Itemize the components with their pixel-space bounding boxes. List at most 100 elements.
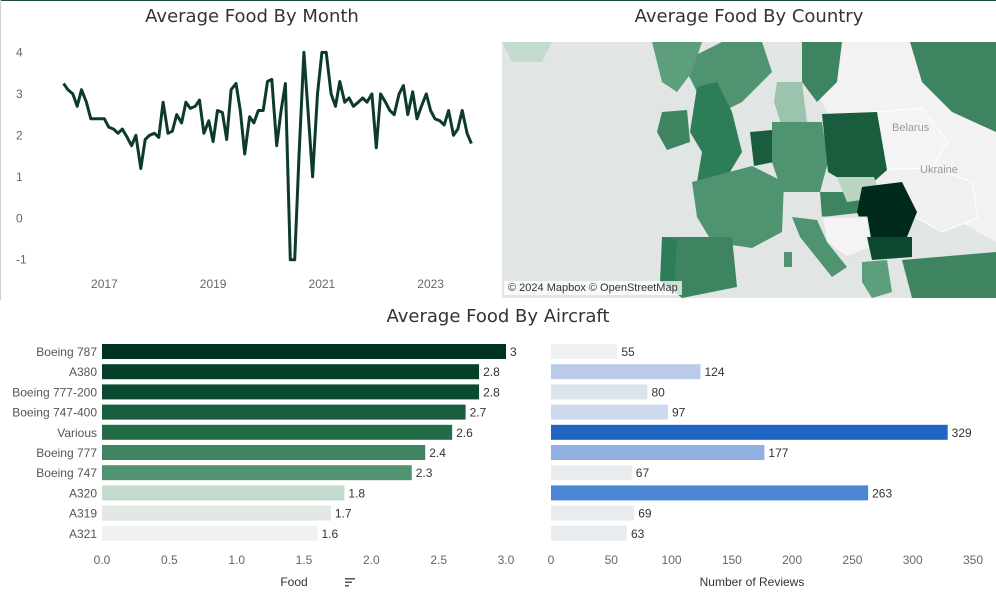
bar-value-label: 97	[672, 406, 686, 420]
bar-value-label: 177	[768, 446, 788, 460]
bar	[551, 364, 701, 380]
bar	[102, 465, 412, 481]
map-region-italy	[792, 217, 847, 277]
map-region-balkans	[821, 216, 873, 258]
map-region-turkey	[902, 252, 996, 298]
bar	[551, 505, 635, 521]
x-tick-label: 0.5	[161, 553, 178, 567]
bar	[102, 505, 331, 521]
bar-value-label: 69	[638, 507, 652, 521]
bar-value-label: 2.8	[483, 385, 500, 399]
bar-value-label: 263	[872, 486, 892, 500]
x-tick-label: 2.0	[363, 553, 380, 567]
line-chart-title: Average Food By Month	[145, 6, 359, 27]
x-axis-title: Food	[280, 575, 307, 589]
bar	[551, 344, 618, 359]
y-tick-label: 4	[16, 45, 23, 59]
category-label: Various	[57, 426, 97, 440]
category-label: Boeing 777-200	[12, 385, 97, 399]
bar	[551, 404, 668, 420]
bar-value-label: 2.4	[429, 446, 446, 460]
map-region-portugal	[660, 237, 677, 287]
y-tick-label: 3	[16, 87, 23, 101]
x-tick-label: 2019	[200, 277, 227, 291]
x-axis-title: Number of Reviews	[700, 575, 805, 589]
category-label: Boeing 747-400	[12, 406, 97, 420]
map-label-belarus: Belarus	[892, 122, 930, 134]
bar	[102, 344, 506, 359]
bar	[551, 445, 765, 460]
x-tick-label: 350	[963, 553, 983, 567]
bar-value-label: 67	[636, 466, 650, 480]
map-region-sardinia	[784, 252, 792, 267]
x-tick-label: 1.5	[296, 553, 313, 567]
x-tick-label: 0.0	[94, 553, 111, 567]
x-tick-label: 0	[548, 553, 555, 567]
map-region-germany	[772, 122, 828, 192]
category-label: A319	[69, 507, 97, 521]
bar	[102, 364, 480, 380]
bar	[102, 404, 466, 420]
left-border	[0, 0, 1, 300]
x-tick-label: 200	[782, 553, 802, 567]
bar	[102, 424, 453, 440]
x-tick-label: 250	[842, 553, 862, 567]
map-region-east-large	[910, 42, 996, 132]
map-region-finland	[802, 42, 842, 102]
food-by-country-map[interactable]: Belarus Ukraine	[502, 42, 996, 298]
food-by-month-line-chart[interactable]: 4 3 2 1 0 -1 2017 2019 2021 2023	[0, 36, 500, 298]
map-attribution[interactable]: © 2024 Mapbox © OpenStreetMap	[504, 281, 682, 295]
map-region-romania	[857, 182, 917, 237]
bar-value-label: 2.3	[416, 466, 433, 480]
bar	[102, 485, 345, 501]
bar	[551, 465, 632, 481]
x-tick-label: 100	[662, 553, 682, 567]
y-tick-label: 1	[16, 170, 23, 184]
map-region-norway	[652, 42, 702, 92]
reviews-by-aircraft-bar-chart[interactable]: 55 124 80 97 329 177 67 263 69 63 0 50 100 150 200 250 3…	[540, 336, 996, 595]
map-region-ireland	[657, 110, 690, 150]
bar-value-label: 80	[651, 385, 665, 399]
bar-value-label: 55	[621, 345, 635, 359]
y-tick-label: 2	[16, 128, 23, 142]
bar-value-label: 329	[952, 426, 972, 440]
bar	[551, 384, 648, 400]
map-region-greece	[862, 260, 892, 298]
bar-value-label: 2.8	[483, 365, 500, 379]
top-border	[0, 0, 996, 1]
y-tick-label: -1	[16, 253, 27, 267]
x-tick-label: 2.5	[430, 553, 447, 567]
map-region-poland	[822, 112, 887, 192]
category-label: A380	[69, 365, 97, 379]
bar	[551, 424, 948, 440]
map-region-benelux	[750, 130, 774, 166]
x-tick-label: 150	[722, 553, 742, 567]
bar-value-label: 1.6	[321, 527, 338, 541]
category-label: A321	[69, 527, 97, 541]
bar	[102, 384, 480, 400]
x-tick-label: 50	[605, 553, 619, 567]
map-region-baltics	[774, 82, 807, 127]
category-label: A320	[69, 486, 97, 500]
category-label: Boeing 787	[36, 345, 97, 359]
x-tick-label: 300	[903, 553, 923, 567]
bar-chart-title: Average Food By Aircraft	[386, 306, 610, 327]
food-series-line	[62, 50, 473, 262]
sort-icon[interactable]	[344, 576, 356, 588]
x-tick-label: 2021	[309, 277, 336, 291]
bar-value-label: 63	[631, 527, 645, 541]
map-region-france	[692, 166, 784, 248]
food-by-aircraft-bar-chart[interactable]: Boeing 787 3 A380 2.8 Boeing 777-200 2.8 Boein…	[0, 336, 540, 595]
bar	[551, 525, 627, 541]
x-tick-label: 2023	[417, 277, 444, 291]
x-tick-label: 3.0	[498, 553, 515, 567]
bar	[102, 445, 426, 460]
map-label-ukraine: Ukraine	[920, 164, 958, 176]
category-label: Boeing 747	[36, 466, 97, 480]
x-tick-label: 1.0	[228, 553, 245, 567]
map-title: Average Food By Country	[634, 6, 864, 27]
x-tick-label: 2017	[91, 277, 118, 291]
bar	[102, 525, 318, 541]
y-tick-label: 0	[16, 211, 23, 225]
category-label: Boeing 777	[36, 446, 97, 460]
